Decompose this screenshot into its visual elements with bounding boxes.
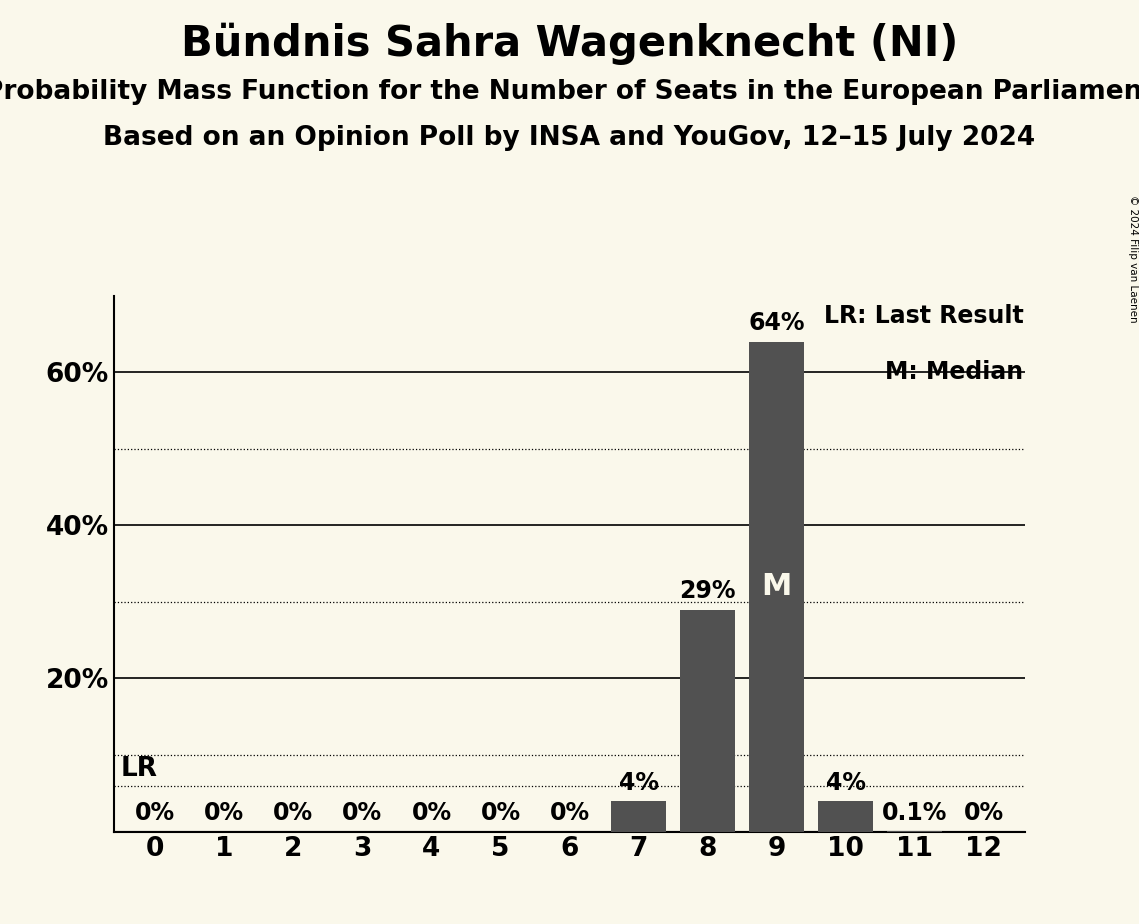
Text: 4%: 4% (826, 771, 866, 795)
Text: LR: LR (121, 756, 158, 782)
Text: © 2024 Filip van Laenen: © 2024 Filip van Laenen (1129, 195, 1138, 322)
Text: Based on an Opinion Poll by INSA and YouGov, 12–15 July 2024: Based on an Opinion Poll by INSA and You… (104, 125, 1035, 151)
Text: 0%: 0% (343, 801, 383, 825)
Bar (749, 342, 804, 832)
Text: Bündnis Sahra Wagenknecht (NI): Bündnis Sahra Wagenknecht (NI) (181, 23, 958, 66)
Text: 4%: 4% (618, 771, 658, 795)
Text: 0%: 0% (481, 801, 521, 825)
Bar (818, 801, 874, 832)
Text: 29%: 29% (679, 579, 736, 603)
Bar (611, 801, 666, 832)
Bar (680, 610, 735, 832)
Text: M: Median: M: Median (885, 360, 1023, 384)
Text: 0%: 0% (136, 801, 175, 825)
Text: 0%: 0% (411, 801, 451, 825)
Text: 0%: 0% (549, 801, 590, 825)
Text: 0%: 0% (964, 801, 1003, 825)
Text: LR: Last Result: LR: Last Result (823, 304, 1023, 328)
Text: M: M (761, 572, 792, 602)
Text: 0.1%: 0.1% (882, 801, 948, 825)
Text: 0%: 0% (273, 801, 313, 825)
Text: Probability Mass Function for the Number of Seats in the European Parliament: Probability Mass Function for the Number… (0, 79, 1139, 104)
Text: 0%: 0% (204, 801, 245, 825)
Text: 64%: 64% (748, 311, 805, 335)
